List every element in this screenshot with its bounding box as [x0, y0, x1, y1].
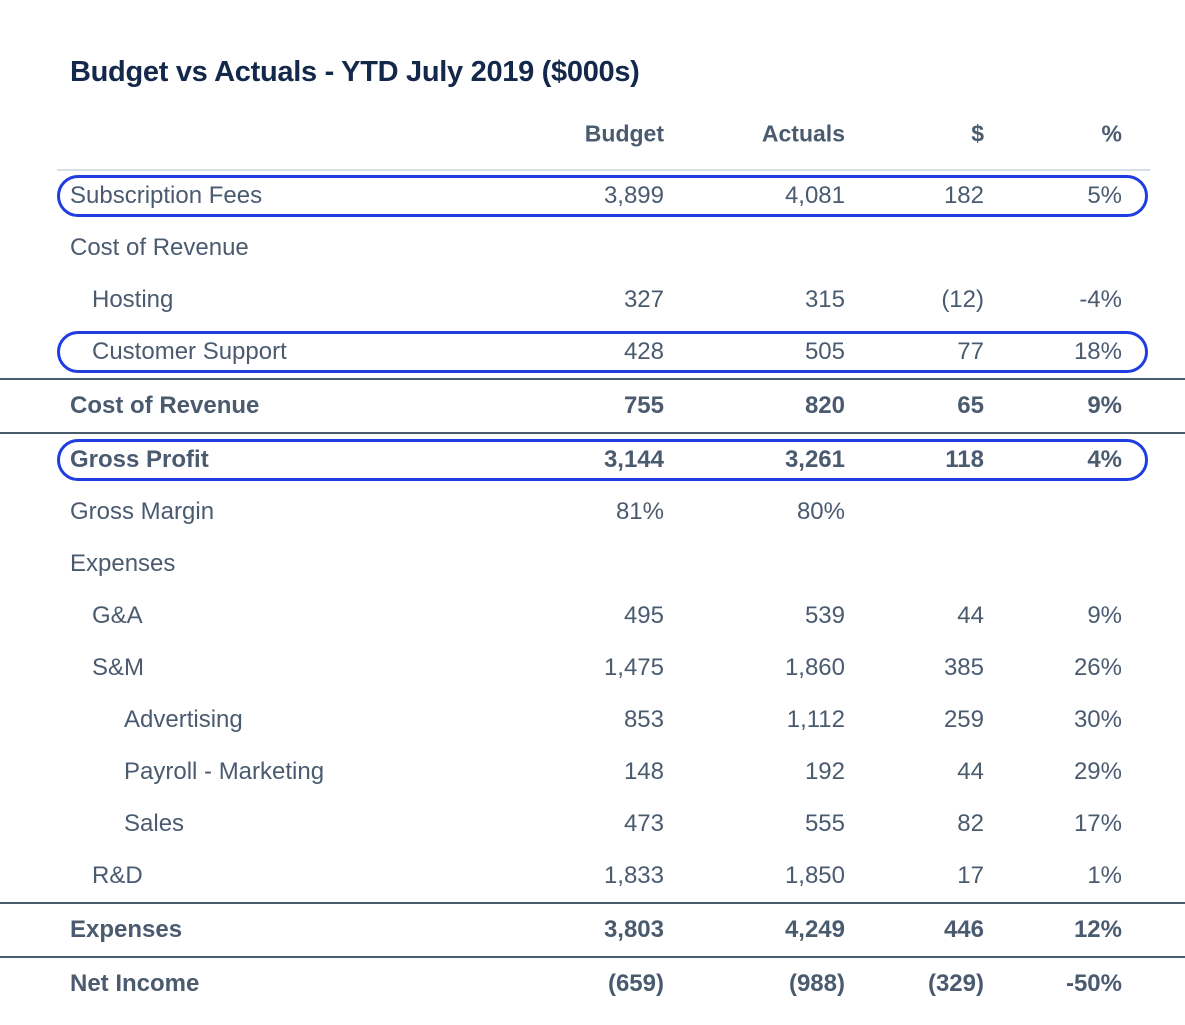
cell-budget: 148 [623, 758, 664, 785]
cell-actuals: 1,850 [784, 862, 845, 889]
row-label: Payroll - Marketing [124, 758, 325, 785]
cell-budget: 428 [623, 338, 664, 365]
cell-budget: 473 [623, 810, 664, 837]
table-row: Advertising 853 1,112 259 30% [0, 694, 1185, 746]
cell-actuals: (988) [788, 970, 845, 997]
row-label: Gross Margin [70, 498, 215, 525]
table-row: Gross Profit 3,144 3,261 118 4% [0, 432, 1185, 486]
row-label: Subscription Fees [70, 182, 263, 209]
cell-budget: 1,833 [603, 862, 664, 889]
row-label: Advertising [124, 706, 243, 733]
table-row: Gross Margin 81% 80% [0, 486, 1185, 538]
highlight-outline [57, 439, 1148, 481]
cell-variance-percent: 30% [1073, 706, 1122, 733]
cell-variance-dollars: 44 [957, 602, 984, 629]
cell-variance-dollars: (12) [941, 286, 984, 313]
cell-actuals: 1,112 [786, 706, 845, 733]
row-label: S&M [92, 654, 145, 681]
column-header-actuals: Actuals [761, 120, 845, 147]
row-label: G&A [92, 602, 143, 629]
report-title: Budget vs Actuals - YTD July 2019 ($000s… [70, 56, 640, 88]
cell-actuals: 820 [804, 392, 845, 419]
column-header-variance-percent: % [1101, 120, 1122, 147]
cell-budget: 755 [623, 392, 664, 419]
table-row: Cost of Revenue 755 820 65 9% [0, 378, 1185, 432]
cell-variance-percent: 1% [1087, 862, 1122, 889]
header-divider [57, 169, 1150, 171]
row-label: Hosting [92, 286, 174, 313]
cell-budget: 1,475 [603, 654, 664, 681]
cell-actuals: 539 [804, 602, 845, 629]
cell-actuals: 4,249 [784, 916, 845, 943]
cell-actuals: 192 [804, 758, 845, 785]
table-row: S&M 1,475 1,860 385 26% [0, 642, 1185, 694]
cell-budget: 81% [615, 498, 664, 525]
cell-variance-percent: -4% [1079, 286, 1122, 313]
cell-variance-dollars: 259 [943, 706, 984, 733]
column-header-row: Budget Actuals $ % [0, 118, 1185, 150]
cell-variance-percent: 9% [1087, 602, 1122, 629]
row-label: Cost of Revenue [70, 234, 249, 261]
cell-actuals: 1,860 [784, 654, 845, 681]
cell-budget: 3,144 [603, 446, 664, 473]
table-row: Subscription Fees 3,899 4,081 182 5% [0, 170, 1185, 222]
cell-variance-dollars: 44 [957, 758, 984, 785]
cell-budget: 327 [623, 286, 664, 313]
cell-variance-dollars: 17 [957, 862, 984, 889]
cell-variance-percent: 12% [1073, 916, 1122, 943]
table-row: Cost of Revenue [0, 222, 1185, 274]
cell-budget: 853 [623, 706, 664, 733]
row-label: Gross Profit [70, 446, 209, 473]
cell-variance-dollars: (329) [927, 970, 984, 997]
cell-variance-percent: 26% [1073, 654, 1122, 681]
table-body: Subscription Fees 3,899 4,081 182 5% Cost of … [0, 170, 1185, 1010]
cell-variance-dollars: 182 [943, 182, 984, 209]
cell-actuals: 4,081 [784, 182, 845, 209]
table-row: Net Income (659) (988) (329) -50% [0, 956, 1185, 1010]
table-row: Payroll - Marketing 148 192 44 29% [0, 746, 1185, 798]
cell-budget: 495 [623, 602, 664, 629]
row-label: Expenses [70, 916, 183, 943]
cell-budget: 3,899 [603, 182, 664, 209]
cell-variance-percent: 17% [1073, 810, 1122, 837]
cell-budget: (659) [607, 970, 664, 997]
row-label: Cost of Revenue [70, 392, 260, 419]
cell-variance-dollars: 82 [957, 810, 984, 837]
column-header-variance-dollars: $ [971, 120, 984, 147]
cell-variance-dollars: 118 [945, 446, 984, 473]
table-row: R&D 1,833 1,850 17 1% [0, 850, 1185, 902]
row-label: Net Income [70, 970, 200, 997]
table-row: Expenses 3,803 4,249 446 12% [0, 902, 1185, 956]
table-row: Expenses [0, 538, 1185, 590]
cell-variance-percent: 9% [1087, 392, 1122, 419]
cell-actuals: 505 [804, 338, 845, 365]
column-header-budget: Budget [584, 120, 664, 147]
cell-actuals: 555 [804, 810, 845, 837]
cell-variance-percent: 29% [1073, 758, 1122, 785]
row-label: Sales [124, 810, 185, 837]
table-row: G&A 495 539 44 9% [0, 590, 1185, 642]
row-label: R&D [92, 862, 143, 889]
row-label: Customer Support [92, 338, 287, 365]
cell-variance-percent: 5% [1087, 182, 1122, 209]
cell-variance-percent: 18% [1073, 338, 1122, 365]
cell-variance-dollars: 65 [957, 392, 984, 419]
cell-variance-dollars: 446 [943, 916, 984, 943]
cell-actuals: 315 [804, 286, 845, 313]
cell-actuals: 80% [796, 498, 845, 525]
cell-actuals: 3,261 [784, 446, 845, 473]
table-row: Hosting 327 315 (12) -4% [0, 274, 1185, 326]
cell-variance-dollars: 385 [943, 654, 984, 681]
table-row: Sales 473 555 82 17% [0, 798, 1185, 850]
cell-budget: 3,803 [603, 916, 664, 943]
cell-variance-percent: 4% [1087, 446, 1122, 473]
row-label: Expenses [70, 550, 176, 577]
cell-variance-dollars: 77 [957, 338, 984, 365]
cell-variance-percent: -50% [1065, 970, 1122, 997]
table-row: Customer Support 428 505 77 18% [0, 326, 1185, 378]
